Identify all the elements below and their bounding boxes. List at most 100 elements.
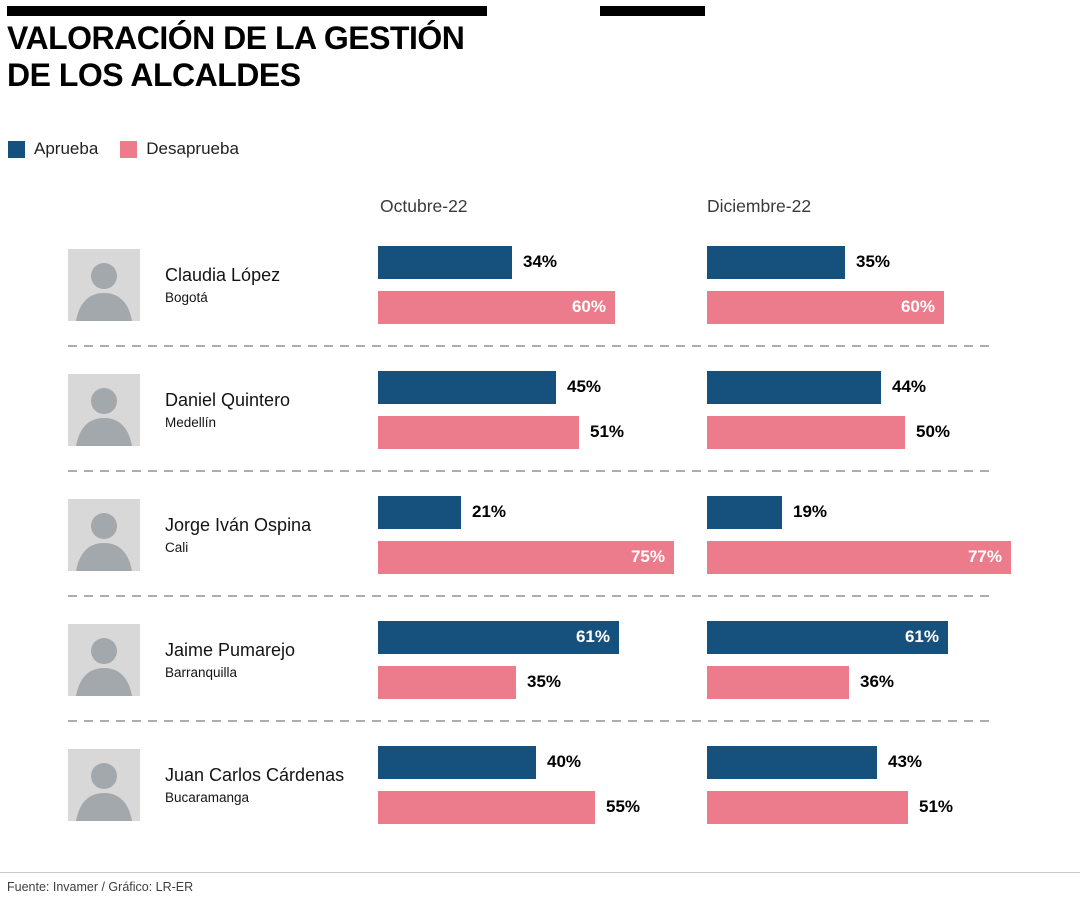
- bar-desaprueba: [378, 665, 516, 699]
- bar-desaprueba: [707, 415, 905, 449]
- legend-item-aprueba: Aprueba: [8, 139, 98, 159]
- bar-value-label: 55%: [606, 797, 641, 816]
- legend-swatch: [8, 140, 25, 158]
- bar-track: 21%: [378, 495, 707, 529]
- bar-value-label: 35%: [856, 252, 891, 271]
- bars-octubre: 40% 55%: [378, 745, 707, 824]
- mayor-photo: [68, 748, 140, 821]
- bars-diciembre: 19% 77%: [707, 495, 1052, 574]
- bars-diciembre: 61% 36%: [707, 620, 1052, 699]
- mayor-city: Barranquilla: [165, 664, 238, 680]
- mayor-info: Jorge Iván Ospina Cali: [165, 515, 350, 555]
- bar-value-label: 34%: [523, 252, 558, 271]
- bar-track: 50%: [707, 415, 1052, 449]
- bar-value-label: 40%: [547, 752, 582, 771]
- column-header-octubre: Octubre-22: [380, 196, 468, 216]
- bar-value-label: 75%: [630, 547, 665, 566]
- bar-value-label: 60%: [571, 297, 606, 316]
- mayor-row: Juan Carlos Cárdenas Bucaramanga 40% 55% 43%…: [0, 722, 1080, 847]
- mayor-city: Bucaramanga: [165, 789, 250, 805]
- bar-aprueba: [378, 245, 512, 279]
- bar-aprueba: [378, 370, 556, 404]
- bar-track: 45%: [378, 370, 707, 404]
- person-silhouette-icon: [68, 748, 140, 821]
- bar-track: 51%: [378, 415, 707, 449]
- mayor-photo: [68, 623, 140, 696]
- bar-track: 35%: [707, 245, 1052, 279]
- mayor-info: Daniel Quintero Medellín: [165, 390, 350, 430]
- bar-aprueba: [378, 745, 536, 779]
- footer-divider: [0, 872, 1080, 873]
- bars-octubre: 21% 75%: [378, 495, 707, 574]
- bar-desaprueba: [378, 790, 595, 824]
- bar-value-label: 36%: [860, 672, 895, 691]
- bar-aprueba: [707, 495, 782, 529]
- mayor-info: Juan Carlos Cárdenas Bucaramanga: [165, 765, 350, 805]
- mayor-info: Claudia López Bogotá: [165, 265, 350, 305]
- legend: Aprueba Desaprueba: [8, 139, 239, 159]
- page-title-line2: DE LOS ALCALDES: [7, 57, 301, 93]
- bars-octubre: 45% 51%: [378, 370, 707, 449]
- mayor-city: Cali: [165, 539, 189, 555]
- bar-aprueba: [707, 245, 845, 279]
- bar-track: 75%: [378, 540, 707, 574]
- bar-track: 34%: [378, 245, 707, 279]
- bar-desaprueba: 75%: [378, 540, 674, 574]
- page-title-line1: VALORACIÓN DE LA GESTIÓN: [7, 20, 465, 56]
- mayor-city: Bogotá: [165, 289, 208, 305]
- bars-octubre: 34% 60%: [378, 245, 707, 324]
- legend-label: Aprueba: [34, 139, 99, 158]
- mayor-row: Jaime Pumarejo Barranquilla 61% 35% 61% 36%: [0, 597, 1080, 722]
- bar-track: 40%: [378, 745, 707, 779]
- bar-aprueba: [707, 370, 881, 404]
- mayor-info: Jaime Pumarejo Barranquilla: [165, 640, 350, 680]
- bar-value-label: 44%: [892, 377, 927, 396]
- bar-track: 51%: [707, 790, 1052, 824]
- legend-label: Desaprueba: [146, 139, 239, 158]
- bars-octubre: 61% 35%: [378, 620, 707, 699]
- bar-value-label: 77%: [967, 547, 1002, 566]
- bar-aprueba: [707, 745, 877, 779]
- bar-value-label: 19%: [793, 502, 828, 521]
- mayor-row: Jorge Iván Ospina Cali 21% 75% 19% 77%: [0, 472, 1080, 597]
- page-title: VALORACIÓN DE LA GESTIÓN DE LOS ALCALDES: [7, 20, 465, 94]
- legend-item-desaprueba: Desaprueba: [120, 139, 239, 159]
- bar-track: 44%: [707, 370, 1052, 404]
- bars-diciembre: 44% 50%: [707, 370, 1052, 449]
- bar-aprueba: 61%: [378, 620, 619, 654]
- source-credit: Fuente: Invamer / Gráfico: LR-ER: [7, 880, 194, 894]
- bar-track: 19%: [707, 495, 1052, 529]
- person-silhouette-icon: [68, 623, 140, 696]
- bar-track: 43%: [707, 745, 1052, 779]
- bars-diciembre: 35% 60%: [707, 245, 1052, 324]
- mayor-row: Daniel Quintero Medellín 45% 51% 44% 50%: [0, 347, 1080, 472]
- person-silhouette-icon: [68, 498, 140, 571]
- rows: Claudia López Bogotá 34% 60% 35% 60% Daniel Qu…: [0, 222, 1080, 847]
- person-silhouette-icon: [68, 248, 140, 321]
- legend-swatch: [120, 140, 138, 158]
- bar-desaprueba: [707, 665, 849, 699]
- mayor-row: Claudia López Bogotá 34% 60% 35% 60%: [0, 222, 1080, 347]
- mayor-name: Jaime Pumarejo: [165, 639, 296, 660]
- bar-desaprueba: 60%: [707, 290, 944, 324]
- bar-track: 55%: [378, 790, 707, 824]
- mayor-photo: [68, 498, 140, 571]
- bar-desaprueba: [707, 790, 908, 824]
- top-black-bar-right: [600, 6, 705, 16]
- bar-aprueba: [378, 495, 461, 529]
- mayor-name: Claudia López: [165, 264, 281, 285]
- bar-desaprueba: 60%: [378, 290, 615, 324]
- mayor-photo: [68, 373, 140, 446]
- mayor-city: Medellín: [165, 414, 217, 430]
- bar-value-label: 61%: [575, 627, 610, 646]
- bar-track: 60%: [707, 290, 1052, 324]
- bar-value-label: 51%: [590, 422, 625, 441]
- bar-track: 60%: [378, 290, 707, 324]
- bars-diciembre: 43% 51%: [707, 745, 1052, 824]
- bar-value-label: 60%: [900, 297, 935, 316]
- bar-track: 61%: [378, 620, 707, 654]
- bar-value-label: 61%: [904, 627, 939, 646]
- bar-value-label: 50%: [916, 422, 951, 441]
- bar-value-label: 35%: [527, 672, 562, 691]
